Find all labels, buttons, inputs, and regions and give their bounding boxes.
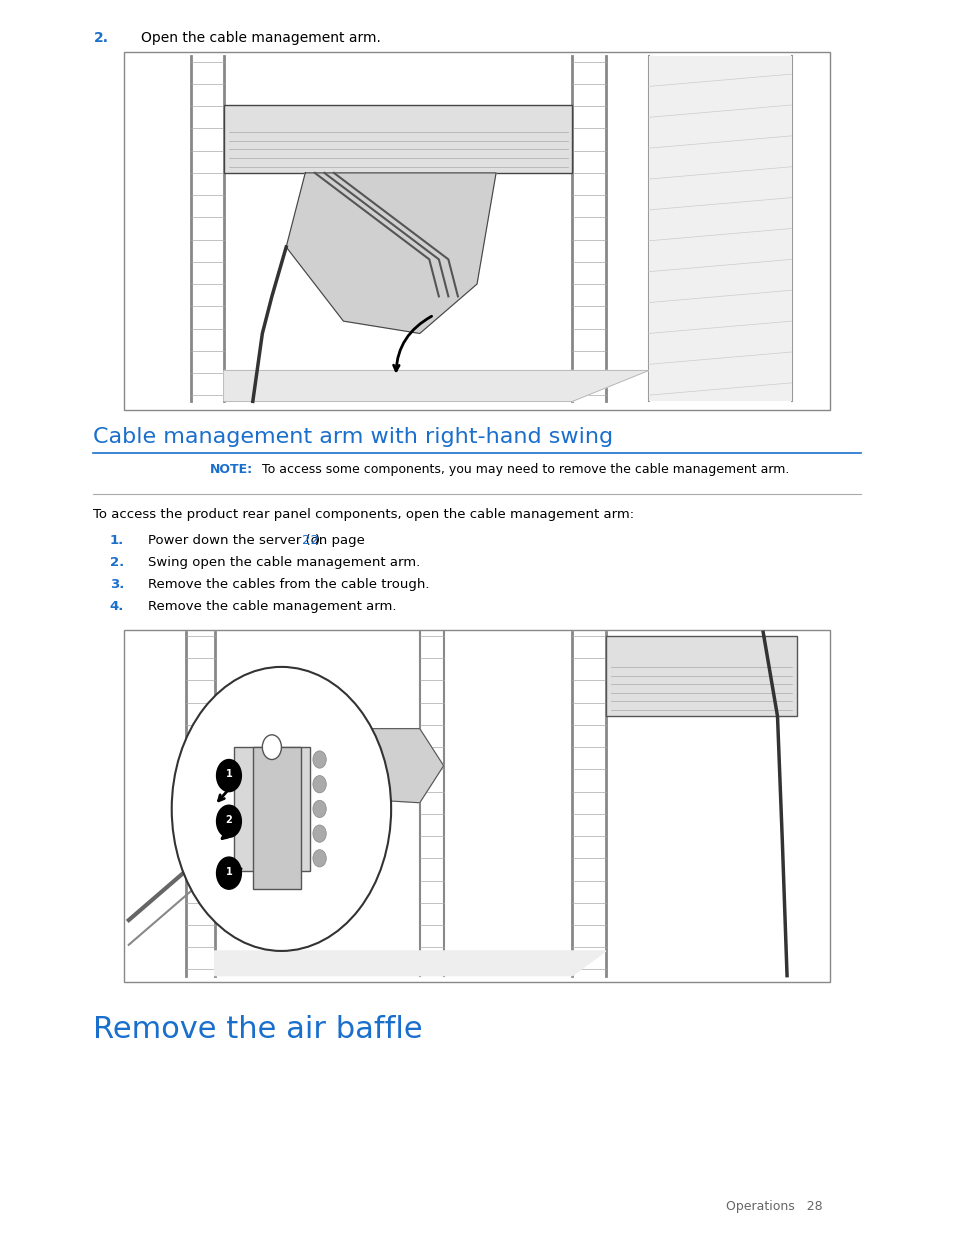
Polygon shape: [214, 729, 443, 803]
Circle shape: [262, 735, 281, 760]
Text: Swing open the cable management arm.: Swing open the cable management arm.: [148, 556, 419, 569]
Text: 3.: 3.: [110, 578, 124, 592]
Bar: [233, 747, 310, 871]
Circle shape: [313, 751, 326, 768]
Text: Remove the cables from the cable trough.: Remove the cables from the cable trough.: [148, 578, 429, 592]
Polygon shape: [286, 173, 496, 333]
Polygon shape: [224, 370, 648, 401]
Bar: [124, 52, 829, 410]
Text: 4.: 4.: [110, 600, 124, 614]
Text: NOTE:: NOTE:: [210, 463, 253, 477]
Text: 22: 22: [301, 534, 318, 547]
Circle shape: [313, 776, 326, 793]
Circle shape: [313, 825, 326, 842]
Text: Power down the server (on page: Power down the server (on page: [148, 534, 369, 547]
Text: 2.: 2.: [110, 556, 124, 569]
Text: 1: 1: [225, 867, 233, 877]
Circle shape: [313, 850, 326, 867]
Text: Remove the cable management arm.: Remove the cable management arm.: [148, 600, 395, 614]
Text: 1.: 1.: [110, 534, 124, 547]
Text: 1: 1: [225, 769, 233, 779]
Text: Cable management arm with right-hand swing: Cable management arm with right-hand swi…: [93, 427, 613, 447]
Text: ).: ).: [314, 534, 324, 547]
Circle shape: [216, 760, 241, 792]
Circle shape: [216, 805, 241, 837]
Polygon shape: [214, 951, 605, 976]
Text: To access the product rear panel components, open the cable management arm:: To access the product rear panel compone…: [93, 508, 634, 521]
Bar: [124, 630, 829, 982]
Text: 2: 2: [225, 815, 233, 825]
Text: Remove the air baffle: Remove the air baffle: [93, 1015, 423, 1044]
Circle shape: [216, 857, 241, 889]
Circle shape: [172, 667, 391, 951]
Text: To access some components, you may need to remove the cable management arm.: To access some components, you may need …: [262, 463, 789, 477]
Bar: [605, 636, 796, 716]
Bar: [224, 105, 572, 173]
Text: Open the cable management arm.: Open the cable management arm.: [141, 31, 380, 44]
Bar: [253, 747, 300, 889]
Text: 2.: 2.: [93, 31, 109, 44]
Bar: [648, 56, 791, 401]
Text: Operations   28: Operations 28: [725, 1199, 821, 1213]
Circle shape: [313, 800, 326, 818]
